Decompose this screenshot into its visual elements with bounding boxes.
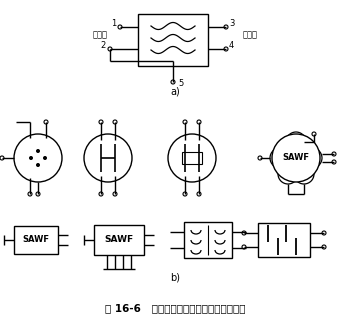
- Circle shape: [258, 156, 262, 160]
- Circle shape: [99, 192, 103, 196]
- Circle shape: [28, 192, 32, 196]
- Circle shape: [322, 245, 326, 249]
- Text: SAWF: SAWF: [104, 235, 134, 244]
- Circle shape: [36, 192, 40, 196]
- Circle shape: [272, 134, 320, 182]
- Bar: [138, 14, 208, 66]
- Bar: [14, 226, 58, 254]
- Circle shape: [0, 156, 4, 160]
- Text: 输出端: 输出端: [243, 31, 258, 39]
- Circle shape: [113, 120, 117, 124]
- Circle shape: [171, 80, 175, 84]
- Circle shape: [99, 120, 103, 124]
- Circle shape: [312, 132, 316, 136]
- Text: 1: 1: [111, 19, 116, 27]
- Text: a): a): [170, 87, 180, 97]
- Circle shape: [118, 25, 122, 29]
- Circle shape: [43, 156, 47, 160]
- Circle shape: [36, 163, 40, 167]
- Bar: [182, 152, 202, 164]
- Circle shape: [278, 164, 298, 184]
- Circle shape: [332, 160, 336, 164]
- Circle shape: [224, 47, 228, 51]
- Bar: [184, 222, 232, 258]
- Text: SAWF: SAWF: [22, 235, 49, 244]
- Circle shape: [242, 231, 246, 235]
- Circle shape: [44, 120, 48, 124]
- Bar: [94, 225, 144, 255]
- Circle shape: [113, 192, 117, 196]
- Circle shape: [332, 152, 336, 156]
- Circle shape: [302, 148, 322, 168]
- Circle shape: [36, 149, 40, 153]
- Text: 图 16-6   声表面滤波器常用的电路图形符号: 图 16-6 声表面滤波器常用的电路图形符号: [105, 303, 245, 313]
- Text: SAWF: SAWF: [282, 154, 309, 162]
- Text: 2: 2: [101, 40, 106, 50]
- Circle shape: [168, 134, 216, 182]
- Circle shape: [14, 134, 62, 182]
- Text: 5: 5: [178, 80, 183, 88]
- Bar: [258, 223, 310, 257]
- Circle shape: [183, 192, 187, 196]
- Circle shape: [84, 134, 132, 182]
- Circle shape: [224, 25, 228, 29]
- Circle shape: [108, 47, 112, 51]
- Circle shape: [322, 231, 326, 235]
- Circle shape: [270, 148, 290, 168]
- Text: 输入端: 输入端: [92, 31, 107, 39]
- Circle shape: [197, 120, 201, 124]
- Circle shape: [29, 156, 33, 160]
- Circle shape: [183, 120, 187, 124]
- Text: 3: 3: [229, 19, 234, 27]
- Circle shape: [197, 192, 201, 196]
- Circle shape: [294, 164, 314, 184]
- Circle shape: [242, 245, 246, 249]
- Text: b): b): [170, 273, 180, 283]
- Text: 4: 4: [229, 40, 234, 50]
- Circle shape: [286, 132, 306, 152]
